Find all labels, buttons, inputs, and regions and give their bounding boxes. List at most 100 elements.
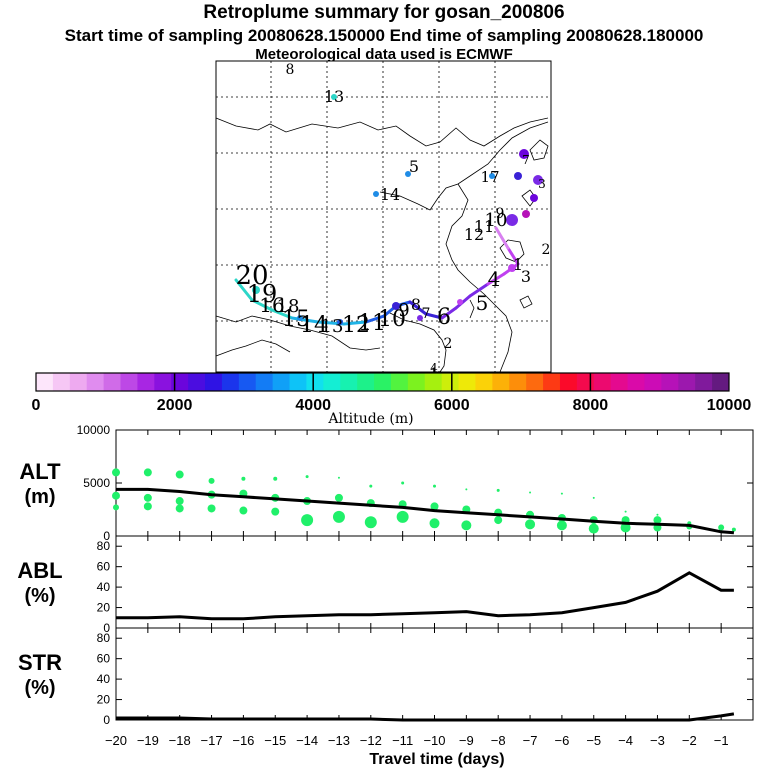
- altitude-dot: [332, 510, 345, 523]
- map-label: 4: [430, 361, 438, 375]
- x-tick-label: −7: [523, 733, 538, 748]
- colorbar-swatch: [678, 373, 696, 391]
- map-label: 8: [286, 62, 295, 78]
- coastline: [387, 311, 447, 373]
- altitude-dot: [496, 488, 500, 492]
- trajectory-segment: [250, 298, 274, 312]
- map-label: 13: [321, 316, 344, 337]
- y-tick-label: 20: [97, 601, 111, 615]
- map-label: 2: [444, 336, 453, 352]
- trajectory-cluster: [331, 94, 337, 100]
- trajectory-cluster: [297, 315, 303, 321]
- x-tick-label: −4: [618, 733, 633, 748]
- colorbar-swatch: [340, 373, 358, 391]
- colorbar-swatch: [576, 373, 595, 391]
- x-tick-label: −6: [554, 733, 569, 748]
- colorbar-tick-label: 2000: [157, 397, 193, 414]
- coastline: [529, 139, 549, 161]
- colorbar-swatch: [255, 373, 274, 391]
- coastline: [519, 295, 533, 309]
- y-axis-label: ALT: [19, 459, 61, 484]
- map-label: 11: [474, 217, 494, 236]
- altitude-dot: [143, 468, 152, 477]
- trajectory-cluster: [457, 299, 463, 305]
- trajectory-segment: [468, 282, 490, 298]
- colorbar-swatch: [36, 373, 54, 391]
- altitude-dot: [175, 497, 184, 506]
- trajectory-segment: [364, 314, 386, 324]
- altitude-dot: [273, 476, 278, 481]
- colorbar-swatch: [52, 373, 71, 391]
- map-label: 5: [409, 157, 419, 176]
- altitude-dot: [175, 504, 184, 513]
- colorbar-swatch: [137, 373, 155, 391]
- panel-frame: [115, 627, 754, 721]
- y-tick-label: 80: [97, 631, 111, 645]
- y-axis-unit: (%): [24, 585, 55, 607]
- altitude-dot: [401, 481, 405, 485]
- altitude-dot: [143, 502, 152, 511]
- trajectory-cluster: [506, 214, 518, 226]
- altitude-dot: [430, 502, 439, 511]
- map-label: 11: [358, 311, 386, 336]
- panel-alt: 10000 5000 0 ALT(m): [19, 423, 754, 543]
- altitude-dot: [560, 492, 563, 495]
- altitude-dot: [494, 516, 503, 525]
- y-tick-label: 20: [97, 693, 111, 707]
- x-axis-label: Travel time (days): [369, 751, 504, 768]
- colorbar-swatch: [390, 373, 409, 391]
- trajectory-segment: [494, 226, 510, 250]
- chart-title: Retroplume summary for gosan_200806: [203, 2, 565, 23]
- x-tick-label: −8: [491, 733, 506, 748]
- map-label: 14: [300, 313, 328, 338]
- altitude-dot: [525, 519, 536, 530]
- y-tick-label: 60: [97, 652, 111, 666]
- map-label: 2: [542, 242, 551, 258]
- colorbar-tick-label: 0: [32, 397, 41, 414]
- y-tick-label: 0: [103, 713, 110, 727]
- colorbar-swatch: [492, 373, 510, 391]
- colorbar-swatch: [238, 373, 257, 391]
- map-label: 10: [485, 210, 508, 231]
- colorbar-swatch: [272, 373, 291, 391]
- x-tick-label: −1: [714, 733, 729, 748]
- altitude-dot: [208, 477, 215, 484]
- colorbar-swatch: [103, 373, 122, 391]
- colorbar-swatch: [374, 373, 392, 391]
- colorbar-swatch: [509, 373, 527, 391]
- y-tick-label: 40: [97, 672, 111, 686]
- altitude-dot: [465, 488, 468, 491]
- trajectory-cluster: [252, 286, 260, 294]
- altitude-dot: [396, 510, 409, 523]
- coastline: [215, 117, 549, 147]
- colorbar-swatch: [441, 373, 460, 391]
- colorbar-swatch: [221, 373, 240, 391]
- map-label: 1: [513, 255, 523, 274]
- colorbar-swatch: [627, 373, 645, 391]
- y-axis-unit: (m): [24, 486, 55, 508]
- map-label: 10: [378, 307, 406, 332]
- trajectory-clusters: [252, 94, 543, 325]
- trajectory-cluster: [489, 173, 495, 179]
- x-tick-label: −16: [232, 733, 254, 748]
- colorbar-swatch: [188, 373, 206, 391]
- colorbar-swatch: [610, 373, 629, 391]
- map-label: 14: [380, 185, 400, 204]
- altitude-dot: [624, 510, 627, 513]
- map-label: 18: [277, 296, 300, 317]
- coastline: [469, 299, 475, 319]
- x-tick-label: −15: [264, 733, 286, 748]
- colorbar-swatch: [559, 373, 578, 391]
- colorbar-frame: [35, 372, 730, 392]
- map-label: 9: [496, 206, 505, 222]
- trajectory-cluster: [530, 194, 538, 202]
- y-tick-label: 0: [103, 529, 110, 543]
- map-label: 17: [480, 168, 499, 186]
- altitude-dot: [588, 523, 599, 534]
- map-label: 3: [538, 177, 546, 191]
- altitude-dot: [364, 516, 377, 529]
- map-label: 15: [282, 307, 310, 332]
- colorbar-swatch: [526, 373, 544, 391]
- x-tick-label: −18: [169, 733, 191, 748]
